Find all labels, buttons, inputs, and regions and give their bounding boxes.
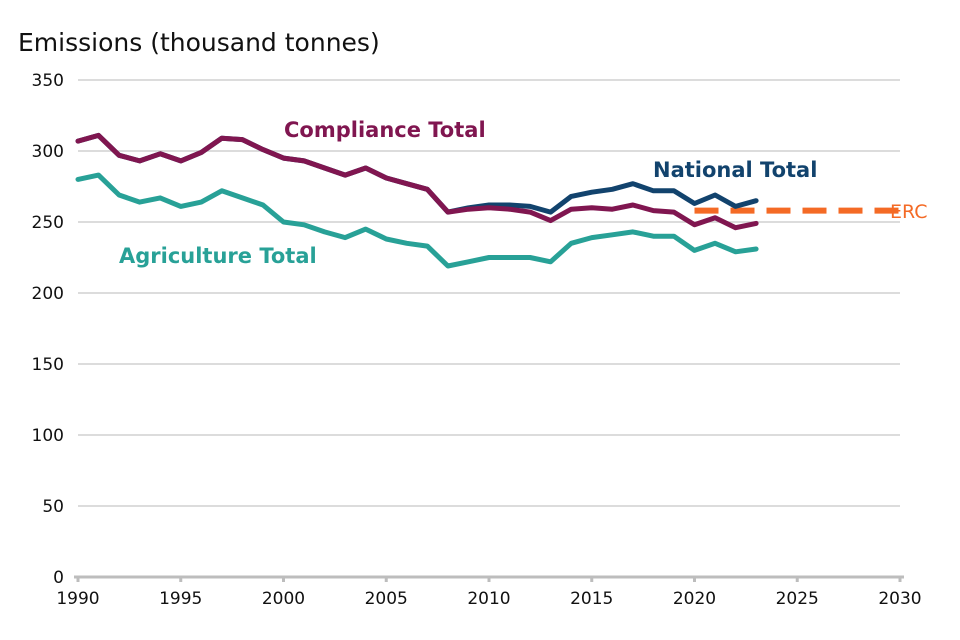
y-tick-label-150: 150 — [32, 355, 64, 375]
y-tick-label-250: 250 — [32, 213, 64, 233]
x-tick-label-2020: 2020 — [673, 589, 716, 609]
reference-label-erc: ERC — [890, 201, 928, 223]
y-tick-label-50: 50 — [42, 497, 64, 517]
x-tick-label-2030: 2030 — [878, 589, 921, 609]
x-tick-label-2005: 2005 — [365, 589, 408, 609]
x-tick-label-1990: 1990 — [56, 589, 99, 609]
y-tick-label-200: 200 — [32, 284, 64, 304]
series-label-agriculture-total: Agriculture Total — [119, 244, 317, 268]
x-tick-label-2000: 2000 — [262, 589, 305, 609]
y-tick-label-0: 0 — [53, 568, 64, 588]
y-tick-label-350: 350 — [32, 71, 64, 91]
y-axis-title: Emissions (thousand tonnes) — [18, 28, 380, 57]
series-lines — [75, 132, 900, 269]
x-tick-label-2010: 2010 — [467, 589, 510, 609]
y-tick-label-100: 100 — [32, 426, 64, 446]
x-tick-label-2015: 2015 — [570, 589, 613, 609]
y-axis-ticks: 0 50 100 150 200 250 300 350 — [32, 71, 64, 588]
x-tick-label-2025: 2025 — [776, 589, 819, 609]
series-line-compliance-total — [75, 132, 759, 231]
series-label-compliance-total: Compliance Total — [284, 118, 486, 142]
gridlines — [78, 79, 900, 507]
series-labels: Compliance Total National Total Agricult… — [119, 118, 928, 268]
x-axis-ticks: 1990 1995 2000 2005 2010 2015 2020 2025 2030 — [56, 576, 922, 609]
series-label-national-total: National Total — [653, 158, 817, 182]
series-line-agriculture-total — [75, 172, 759, 269]
y-tick-label-300: 300 — [32, 142, 64, 162]
x-tick-label-1995: 1995 — [159, 589, 202, 609]
